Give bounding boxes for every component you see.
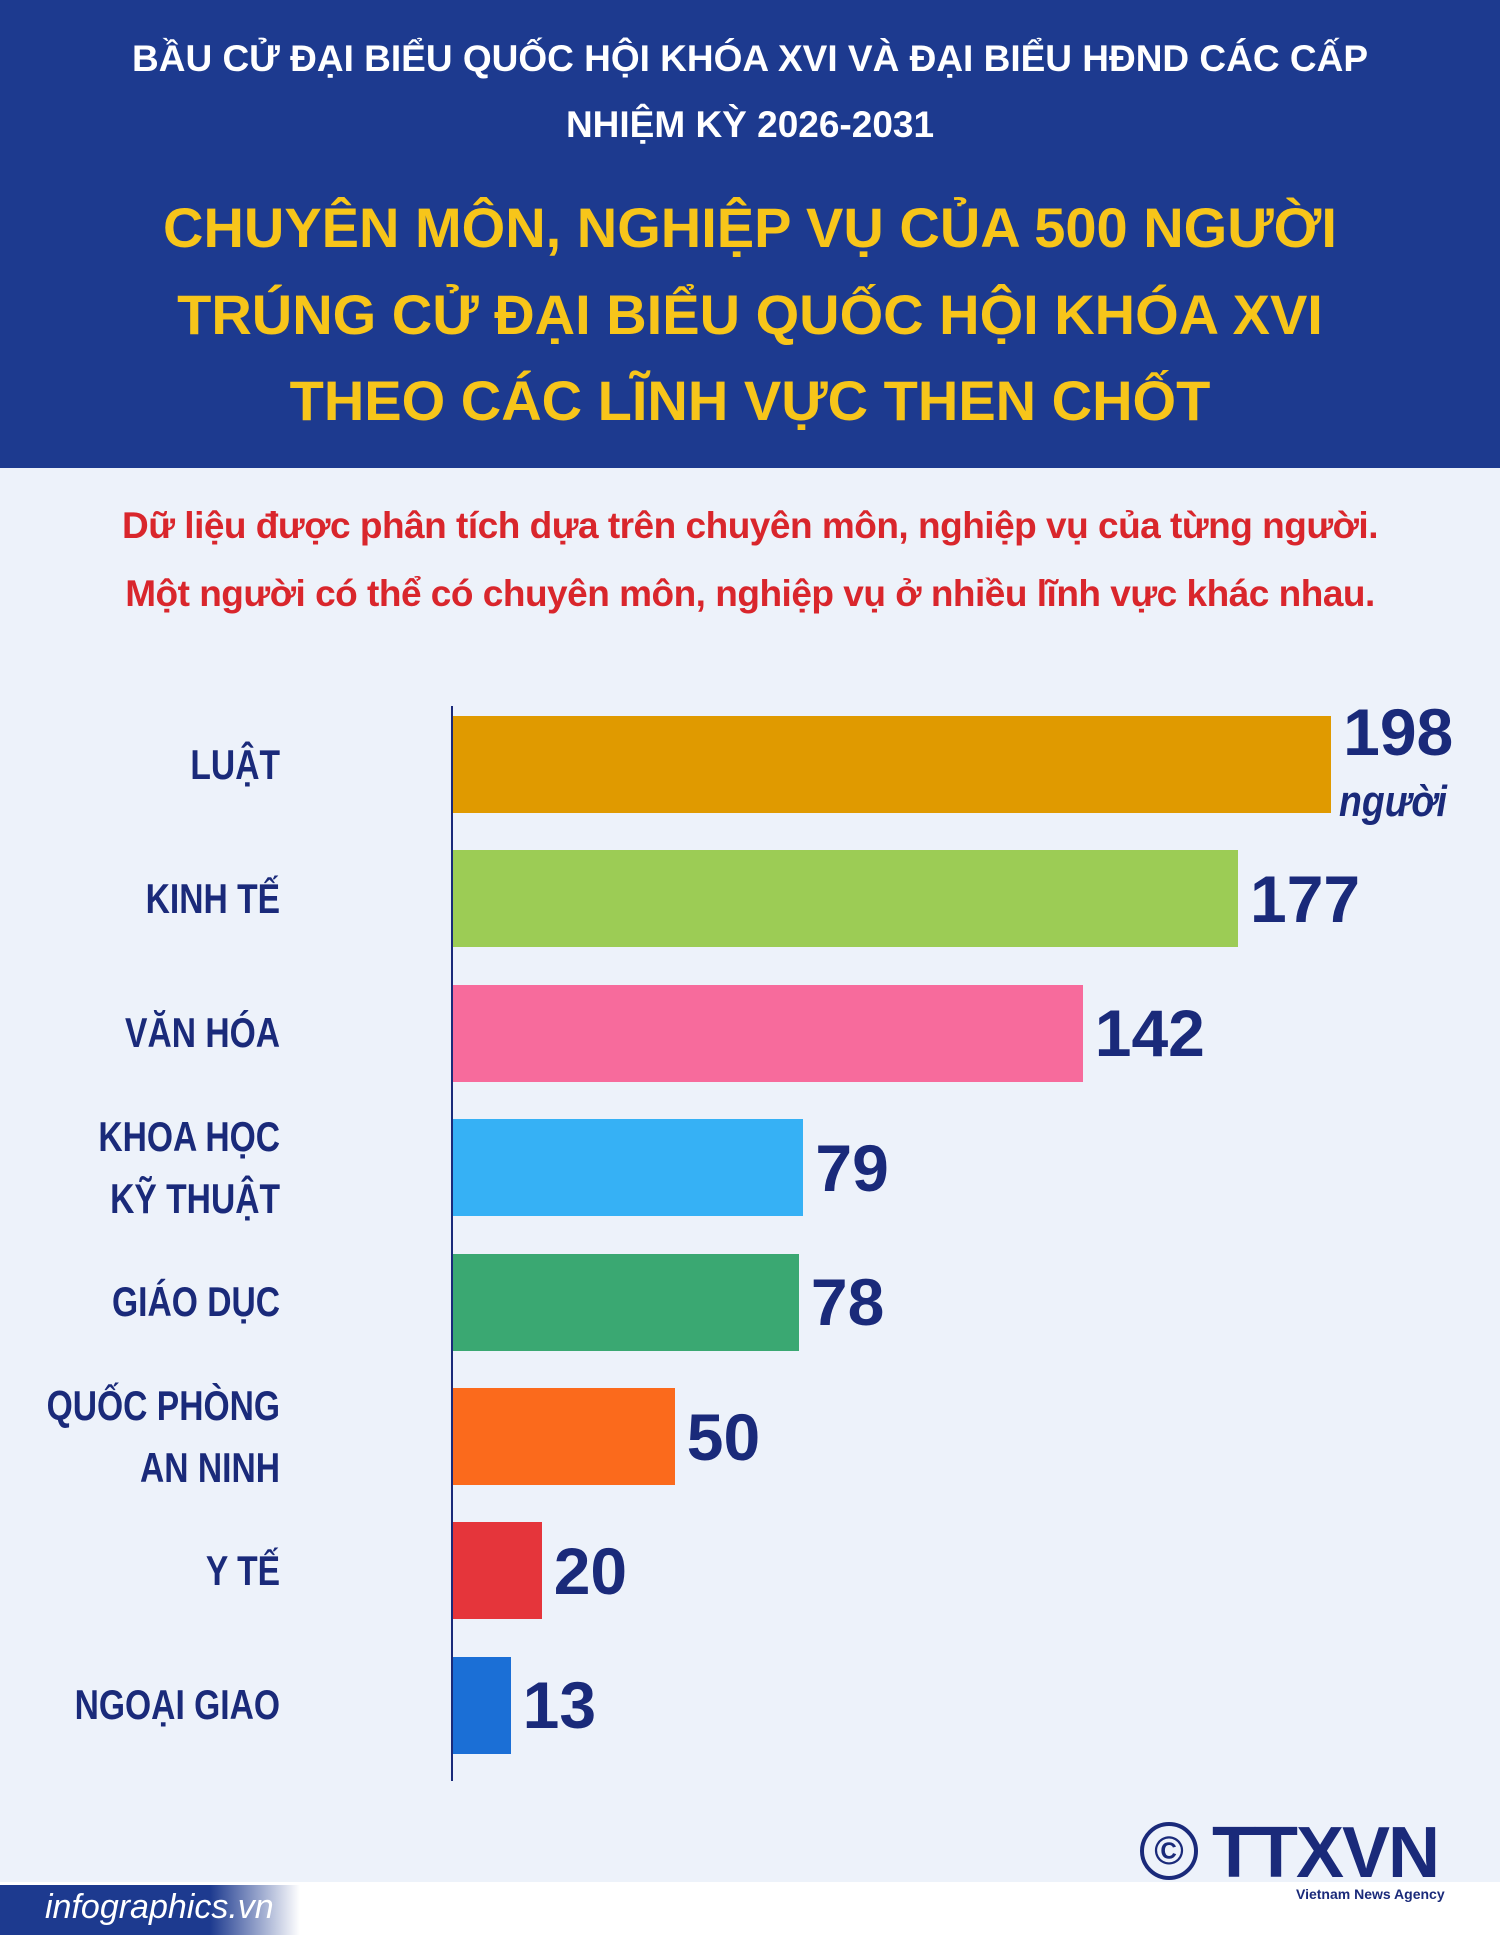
- title: CHUYÊN MÔN, NGHIỆP VỤ CỦA 500 NGƯỜI: [163, 196, 1337, 259]
- subtitle: Một người có thể có chuyên môn, nghiệp v…: [125, 573, 1375, 614]
- agency-logo: TTXVN: [1212, 1813, 1440, 1893]
- value-label: 78: [810, 1265, 885, 1340]
- value-label: 177: [1249, 861, 1361, 936]
- agency-name: Vietnam News Agency: [1296, 1886, 1445, 1902]
- footer-strip: [0, 1885, 300, 1935]
- bar: [453, 1388, 675, 1485]
- title: TRÚNG CỬ ĐẠI BIỂU QUỐC HỘI KHÓA XVI: [177, 283, 1323, 346]
- bar: [453, 1656, 511, 1754]
- bar: [453, 850, 1238, 948]
- bar: [453, 716, 1332, 813]
- category-label: KHOA HỌC KỸ THUẬT: [98, 1112, 280, 1222]
- category-label: LUẬT: [190, 740, 280, 788]
- category-label: QUỐC PHÒNG AN NINH: [46, 1381, 280, 1491]
- bar: [453, 1522, 542, 1620]
- axis-line: [451, 706, 453, 1782]
- subtitle: Dữ liệu được phân tích dựa trên chuyên m…: [122, 505, 1378, 546]
- value-label: 13: [522, 1668, 597, 1743]
- supertitle: NHIỆM KỲ 2026-2031: [565, 104, 935, 145]
- category-label: NGOẠI GIAO: [74, 1681, 281, 1729]
- category-label: KINH TẾ: [145, 874, 280, 922]
- header-band: [0, 0, 1500, 468]
- bar: [453, 984, 1083, 1082]
- bar: [453, 1119, 804, 1217]
- copyright: ©: [1140, 1822, 1198, 1880]
- category-label: GIÁO DỤC: [112, 1278, 280, 1326]
- supertitle: BẦU CỬ ĐẠI BIỂU QUỐC HỘI KHÓA XVI VÀ ĐẠI…: [132, 38, 1368, 79]
- value-label: 20: [553, 1533, 628, 1608]
- value-label: 198: [1343, 694, 1454, 769]
- value-label: 79: [815, 1130, 889, 1205]
- value-label: 142: [1094, 996, 1205, 1071]
- title: THEO CÁC LĨNH VỰC THEN CHỐT: [289, 369, 1211, 432]
- value-label: 50: [686, 1399, 761, 1474]
- bar: [453, 1253, 799, 1351]
- unit-label: người: [1339, 776, 1448, 826]
- category-label: VĂN HÓA: [125, 1009, 280, 1057]
- source: infographics.vn: [45, 1888, 274, 1926]
- category-label: Y TẾ: [205, 1546, 280, 1594]
